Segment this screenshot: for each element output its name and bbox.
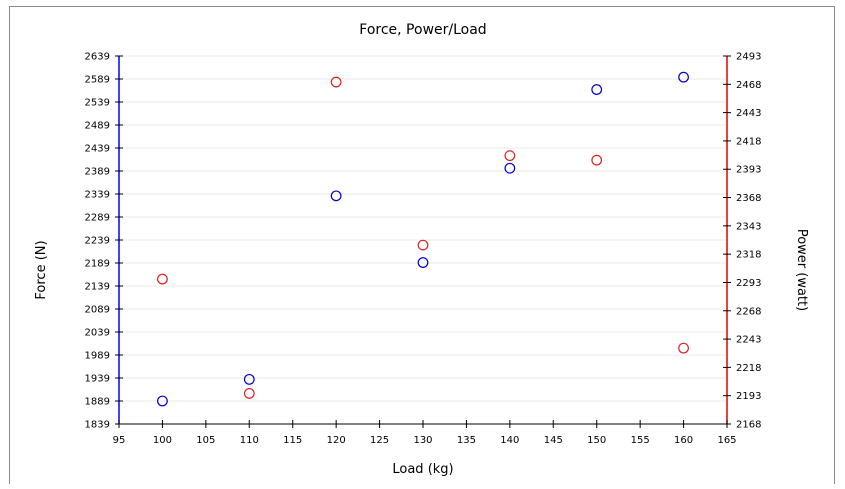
x-tick-label: 110 bbox=[240, 435, 259, 446]
data-point bbox=[243, 388, 255, 399]
right-tick-label: 2268 bbox=[736, 306, 761, 317]
left-tick-label: 1939 bbox=[85, 374, 110, 385]
right-tick-label: 2393 bbox=[736, 165, 761, 176]
right-y-axis-label: Power (watt) bbox=[794, 229, 809, 311]
right-tick-label: 2443 bbox=[736, 108, 761, 119]
right-tick-label: 2343 bbox=[736, 221, 761, 232]
left-tick-label: 2039 bbox=[85, 328, 110, 339]
data-point bbox=[504, 162, 516, 174]
right-tick-label: 2418 bbox=[736, 136, 761, 147]
chart-frame: Force, Power/Load 1839 1889 1939 1989 2039 20… bbox=[9, 6, 835, 484]
x-tick-label: 140 bbox=[500, 435, 519, 446]
right-tick-label: 2243 bbox=[736, 335, 761, 346]
x-tick-label: 130 bbox=[413, 435, 432, 446]
left-tick-label: 2189 bbox=[85, 259, 110, 270]
data-point bbox=[678, 342, 689, 354]
left-tick-label: 2339 bbox=[85, 190, 110, 201]
left-tick-label: 1839 bbox=[85, 420, 110, 431]
right-tick-label: 2218 bbox=[736, 363, 761, 374]
data-point bbox=[591, 84, 603, 95]
left-y-axis: 1839 1889 1939 1989 2039 2089 2139 2189 2239 2289… bbox=[85, 52, 123, 431]
x-tick-label: 160 bbox=[674, 435, 693, 446]
left-tick-label: 2239 bbox=[85, 236, 110, 247]
right-tick-label: 2368 bbox=[736, 193, 761, 204]
x-tick-label: 125 bbox=[370, 435, 389, 446]
left-tick-label: 2439 bbox=[85, 144, 110, 155]
left-tick-label: 2589 bbox=[85, 75, 110, 86]
left-y-axis-label: Force (N) bbox=[34, 240, 49, 299]
chart-title: Force, Power/Load bbox=[359, 22, 486, 38]
left-tick-label: 2289 bbox=[85, 213, 110, 224]
data-point bbox=[330, 76, 342, 88]
x-tick-label: 100 bbox=[153, 435, 172, 446]
right-tick-label: 2193 bbox=[736, 391, 761, 402]
data-point bbox=[504, 150, 516, 162]
x-tick-label: 145 bbox=[544, 435, 563, 446]
data-point bbox=[417, 257, 429, 268]
right-tick-label: 2293 bbox=[736, 278, 761, 289]
left-tick-label: 2389 bbox=[85, 167, 110, 178]
right-tick-label: 2168 bbox=[736, 420, 761, 431]
left-tick-label: 2539 bbox=[85, 98, 110, 109]
grid-lines bbox=[119, 55, 727, 425]
data-points bbox=[157, 71, 689, 407]
x-tick-label: 155 bbox=[631, 435, 650, 446]
right-tick-label: 2318 bbox=[736, 250, 761, 261]
x-tick-label: 135 bbox=[457, 435, 476, 446]
left-tick-label: 2639 bbox=[85, 52, 110, 63]
data-point bbox=[243, 373, 255, 385]
x-axis-label: Load (kg) bbox=[392, 462, 453, 477]
x-tick-label: 150 bbox=[587, 435, 606, 446]
x-tick-label: 105 bbox=[196, 435, 215, 446]
left-tick-label: 1989 bbox=[85, 351, 110, 362]
right-y-axis: 2168 2193 2218 2243 2268 2293 2318 2343 2368 2393… bbox=[723, 52, 761, 431]
data-point bbox=[417, 239, 429, 251]
left-tick-label: 2139 bbox=[85, 282, 110, 293]
right-tick-label: 2468 bbox=[736, 80, 761, 91]
left-tick-label: 1889 bbox=[85, 397, 110, 408]
right-tick-label: 2493 bbox=[736, 52, 761, 63]
chart-svg: Force, Power/Load 1839 1889 1939 1989 2039 20… bbox=[34, 22, 809, 477]
data-point bbox=[678, 71, 689, 83]
data-point bbox=[157, 395, 168, 407]
left-tick-label: 2089 bbox=[85, 305, 110, 316]
data-point bbox=[330, 190, 342, 202]
x-tick-label: 95 bbox=[113, 435, 126, 446]
x-tick-label: 115 bbox=[283, 435, 302, 446]
data-point bbox=[157, 273, 168, 285]
data-point bbox=[591, 154, 603, 166]
left-tick-label: 2489 bbox=[85, 121, 110, 132]
x-tick-label: 165 bbox=[717, 435, 736, 446]
x-axis: 95 100 105 110 115 120 125 130 135 140 145 150 155 16… bbox=[113, 420, 737, 446]
x-tick-label: 120 bbox=[327, 435, 346, 446]
